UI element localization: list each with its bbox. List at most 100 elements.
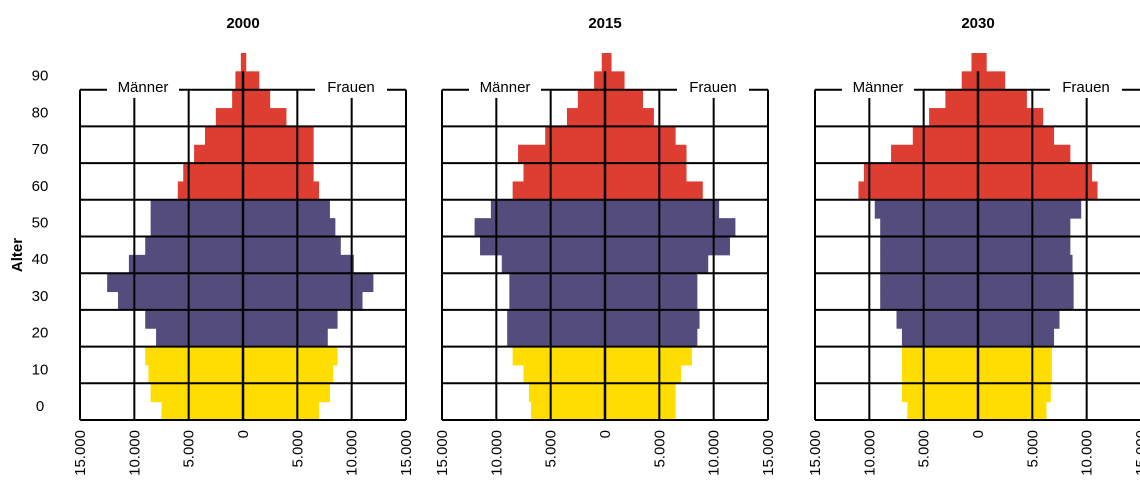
y-tick-label: 60 (32, 178, 49, 195)
label-bg (107, 74, 179, 98)
y-tick-label: 40 (32, 251, 49, 268)
x-tick-label: 0 (235, 430, 252, 438)
bar (145, 346, 243, 366)
bar (545, 126, 605, 146)
bar (605, 401, 676, 421)
bar (243, 53, 247, 72)
bar (601, 53, 605, 72)
bar (215, 108, 243, 127)
bar (501, 254, 605, 274)
bar (605, 181, 703, 201)
bar (107, 273, 244, 293)
x-tick-label: 5.000 (916, 430, 933, 468)
x-tick-label: 10.000 (488, 430, 505, 476)
bar (978, 328, 1055, 348)
bar (605, 236, 730, 256)
bar (523, 163, 605, 182)
x-tick-label: 5.000 (181, 430, 198, 468)
x-tick-label: 0 (597, 430, 614, 438)
bar (978, 53, 987, 72)
series-label: Männer (480, 79, 531, 96)
bar (161, 401, 243, 421)
bar (128, 254, 243, 274)
x-tick-label: 15.000 (760, 430, 777, 476)
bar (145, 309, 243, 329)
bar (880, 291, 978, 311)
bar (978, 309, 1060, 329)
x-tick-label: 10.000 (1079, 430, 1096, 476)
bar (243, 144, 314, 164)
series-label: Männer (118, 79, 169, 96)
bar (605, 364, 682, 384)
bar (978, 108, 1044, 127)
bar (978, 89, 1027, 109)
series-label: Frauen (689, 79, 737, 96)
bar (605, 309, 700, 329)
y-tick-label: 90 (32, 68, 49, 85)
bar (605, 108, 654, 127)
bar (512, 346, 605, 366)
bar (507, 309, 605, 329)
bar (243, 89, 271, 109)
x-tick-label: 15.000 (1133, 430, 1140, 476)
bar (145, 236, 243, 256)
bar (874, 199, 978, 219)
bar (978, 71, 1006, 91)
bar (509, 291, 605, 311)
bar (243, 383, 330, 403)
bar (150, 218, 243, 237)
bar (901, 346, 978, 366)
bar (204, 126, 243, 146)
y-tick-label: 20 (32, 325, 49, 342)
bar (243, 108, 287, 127)
bar (243, 273, 374, 293)
bar (531, 401, 605, 421)
label-bg (469, 74, 541, 98)
bar (978, 254, 1073, 274)
bar (183, 163, 243, 182)
bar (512, 181, 605, 201)
x-tick-label: 15.000 (398, 430, 415, 476)
x-tick-label: 10.000 (861, 430, 878, 476)
bar (243, 71, 260, 91)
label-bg (842, 74, 914, 98)
y-tick-label: 0 (36, 398, 44, 415)
y-tick-label: 30 (32, 288, 49, 305)
bar (566, 108, 605, 127)
bar (961, 71, 978, 91)
bar (509, 273, 605, 293)
bar (243, 291, 363, 311)
bar (243, 236, 341, 256)
series-label: Männer (853, 79, 904, 96)
bar (194, 144, 243, 164)
bar (605, 199, 720, 219)
y-tick-label: 70 (32, 141, 49, 158)
bar (978, 199, 1082, 219)
bar (896, 309, 978, 329)
bar (507, 328, 605, 348)
panel-title: 2015 (588, 15, 621, 32)
y-tick-label: 80 (32, 104, 49, 121)
bar (891, 144, 978, 164)
bar (577, 89, 605, 109)
series-label: Frauen (327, 79, 375, 96)
bar (912, 126, 978, 146)
bar (978, 401, 1047, 421)
bar (605, 53, 612, 72)
bar (605, 254, 709, 274)
bar (978, 163, 1093, 182)
x-tick-label: 15.000 (434, 430, 451, 476)
bar (880, 236, 978, 256)
y-axis-label: Alter (9, 238, 26, 272)
bar (243, 181, 320, 201)
bar (605, 346, 692, 366)
panel-title: 2030 (961, 15, 994, 32)
x-tick-label: 5.000 (289, 430, 306, 468)
x-tick-label: 15.000 (72, 430, 89, 476)
bar (978, 144, 1071, 164)
bar (605, 218, 736, 237)
bar (243, 309, 338, 329)
bar (243, 346, 338, 366)
